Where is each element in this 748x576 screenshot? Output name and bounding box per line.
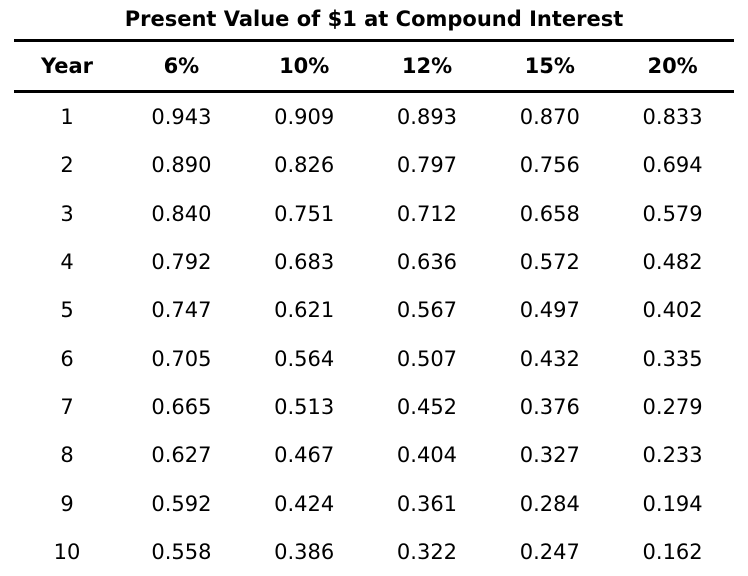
value-cell: 0.572 [519,250,580,275]
value-cell: 0.467 [274,443,335,468]
value-cell: 0.694 [642,153,703,178]
value-cell: 0.658 [519,201,580,226]
value-cell: 0.327 [519,443,580,468]
value-cell: 0.564 [274,346,335,371]
table-row: 7 0.665 0.513 0.452 0.376 0.279 [14,383,734,431]
value-cell: 0.376 [519,394,580,419]
value-cell: 0.386 [274,539,335,564]
table-row: 6 0.705 0.564 0.507 0.432 0.335 [14,334,734,382]
value-cell: 0.627 [151,443,212,468]
header-row: Year 6% 10% 12% 15% 20% [14,42,734,93]
table-row: 10 0.558 0.386 0.322 0.247 0.162 [14,528,734,576]
value-cell: 0.756 [519,153,580,178]
value-cell: 0.247 [519,539,580,564]
col-header-15pct: 15% [488,42,612,93]
value-cell: 0.279 [642,394,703,419]
value-cell: 0.712 [396,201,458,226]
year-cell: 7 [60,394,74,419]
value-cell: 0.579 [642,201,703,226]
value-cell: 0.482 [642,250,703,275]
table-body: 1 0.943 0.909 0.893 0.870 0.833 2 0.890 0.826 0.7… [14,92,734,576]
value-cell: 0.665 [151,394,212,419]
value-cell: 0.361 [396,491,458,516]
value-cell: 0.497 [519,298,580,323]
year-cell: 4 [60,250,74,275]
value-cell: 0.452 [396,394,458,419]
table-row: 8 0.627 0.467 0.404 0.327 0.233 [14,431,734,479]
value-cell: 0.893 [396,105,458,130]
table-row: 4 0.792 0.683 0.636 0.572 0.482 [14,238,734,286]
year-cell: 3 [60,201,74,226]
value-cell: 0.943 [151,105,212,130]
col-header-6pct: 6% [120,42,243,93]
col-header-10pct: 10% [242,42,366,93]
year-cell: 2 [60,153,74,178]
value-cell: 0.424 [274,491,335,516]
value-cell: 0.909 [274,105,335,130]
value-cell: 0.335 [642,346,703,371]
present-value-table: Year 6% 10% 12% 15% 20% 1 0.943 0.909 0.893… [14,42,734,576]
value-cell: 0.751 [274,201,335,226]
table-row: 3 0.840 0.751 0.712 0.658 0.579 [14,190,734,238]
year-cell: 5 [60,298,74,323]
value-cell: 0.826 [274,153,335,178]
value-cell: 0.636 [396,250,458,275]
table-row: 1 0.943 0.909 0.893 0.870 0.833 [14,92,734,142]
table-row: 5 0.747 0.621 0.567 0.497 0.402 [14,286,734,334]
value-cell: 0.833 [642,105,703,130]
year-cell: 6 [60,346,74,371]
value-cell: 0.792 [151,250,212,275]
value-cell: 0.705 [151,346,212,371]
value-cell: 0.507 [396,346,458,371]
value-cell: 0.592 [151,491,212,516]
value-cell: 0.558 [151,539,212,564]
value-cell: 0.797 [396,153,458,178]
value-cell: 0.840 [151,201,212,226]
year-cell: 9 [60,491,74,516]
year-cell: 8 [60,443,74,468]
present-value-table-container: Present Value of $1 at Compound Interest… [14,0,734,576]
value-cell: 0.432 [519,346,580,371]
table-title: Present Value of $1 at Compound Interest [14,0,734,42]
value-cell: 0.567 [396,298,458,323]
value-cell: 0.683 [274,250,335,275]
value-cell: 0.194 [642,491,703,516]
col-header-20pct: 20% [611,42,734,93]
table-row: 9 0.592 0.424 0.361 0.284 0.194 [14,479,734,527]
value-cell: 0.747 [151,298,212,323]
value-cell: 0.402 [642,298,703,323]
value-cell: 0.404 [396,443,458,468]
year-cell: 10 [53,539,81,564]
value-cell: 0.621 [274,298,335,323]
value-cell: 0.513 [274,394,335,419]
col-header-12pct: 12% [365,42,489,93]
value-cell: 0.162 [642,539,703,564]
value-cell: 0.284 [519,491,580,516]
year-cell: 1 [60,105,74,130]
value-cell: 0.890 [151,153,212,178]
value-cell: 0.322 [396,539,458,564]
table-row: 2 0.890 0.826 0.797 0.756 0.694 [14,141,734,189]
col-header-year: Year [14,42,120,93]
value-cell: 0.233 [642,443,703,468]
value-cell: 0.870 [519,105,580,130]
